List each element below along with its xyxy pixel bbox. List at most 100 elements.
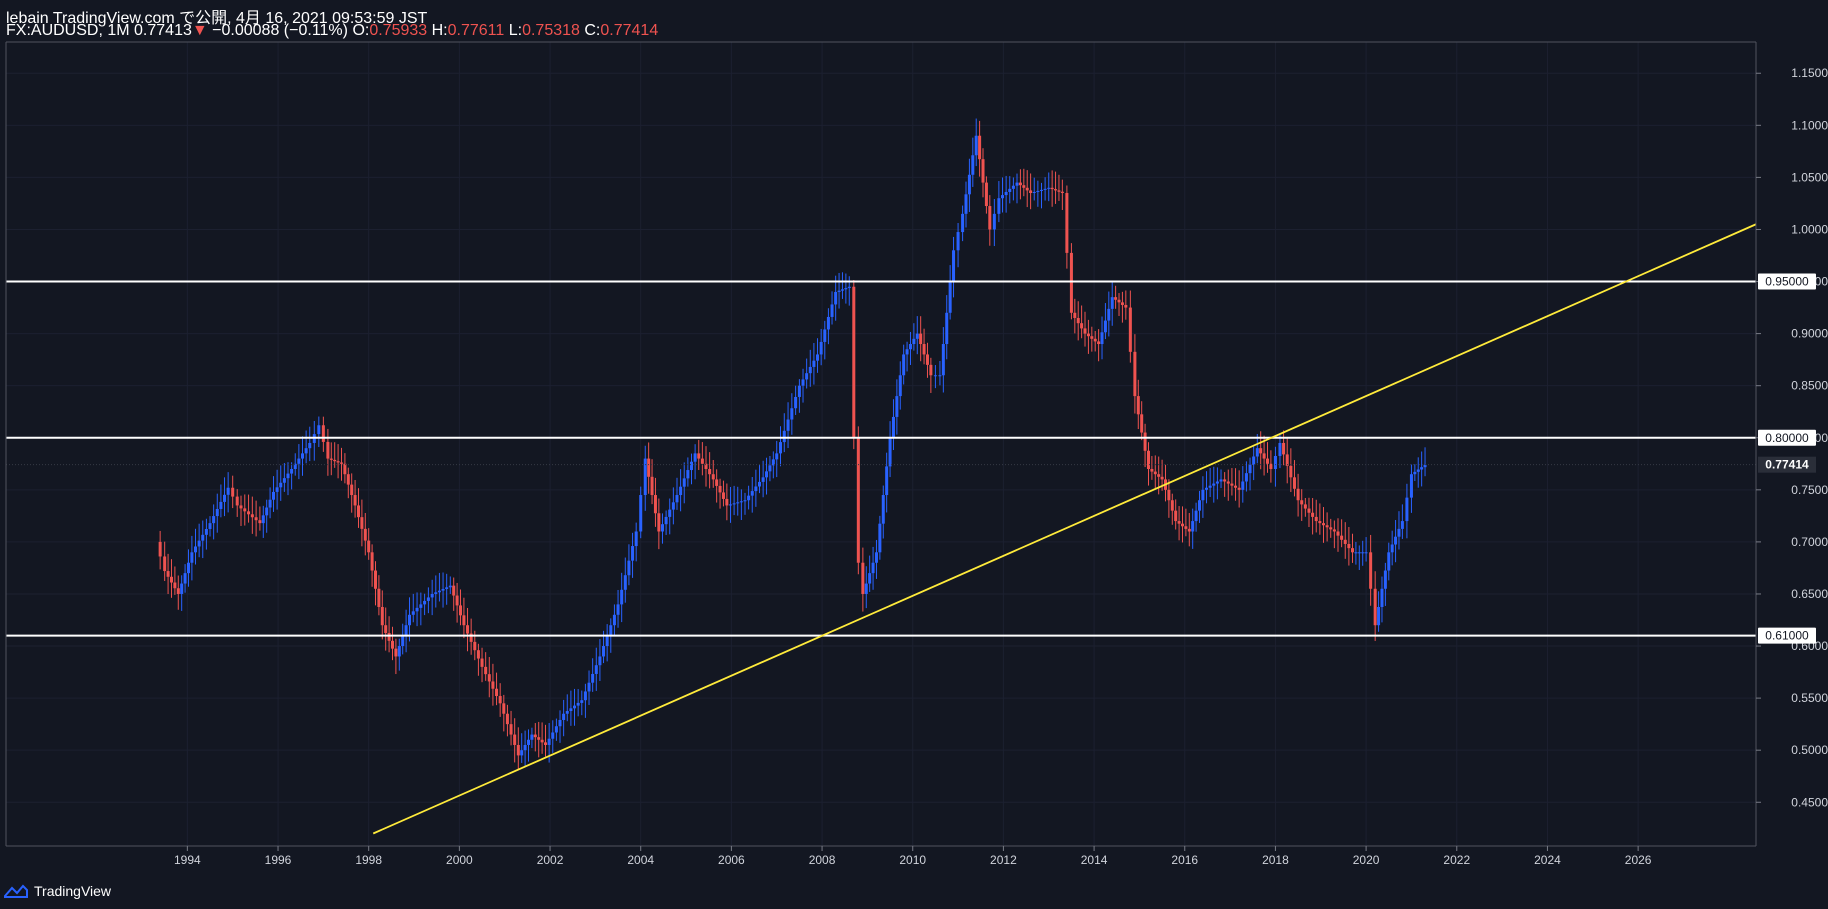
- candle-body: [664, 516, 668, 525]
- candle-body: [591, 673, 595, 683]
- candle-body: [988, 206, 992, 230]
- candle-body: [660, 524, 664, 532]
- candle-body: [902, 354, 906, 376]
- candle-body: [761, 477, 765, 482]
- candle-body: [526, 739, 531, 745]
- candle-body: [1025, 187, 1029, 191]
- candle-body: [426, 597, 430, 601]
- candle-body: [583, 691, 587, 701]
- candle-body: [1117, 299, 1121, 303]
- candle-body: [1300, 500, 1304, 505]
- candle-body: [992, 213, 996, 230]
- candle-body: [1069, 252, 1073, 313]
- candle-body: [1167, 489, 1171, 501]
- candle-body: [441, 588, 445, 591]
- candle-body: [1307, 508, 1311, 513]
- candle-body: [605, 635, 609, 647]
- candle-body: [693, 453, 697, 462]
- candle-body: [1191, 521, 1195, 532]
- candle-body: [336, 461, 340, 463]
- high-label: H:: [431, 22, 448, 39]
- change-arrow-icon: ▼: [191, 22, 208, 39]
- candle-body: [554, 726, 558, 733]
- candle-body: [247, 511, 251, 515]
- candle-body: [333, 459, 337, 462]
- candle-body: [448, 585, 452, 588]
- tradingview-branding[interactable]: TradingView: [4, 880, 111, 902]
- candle-body: [757, 481, 762, 487]
- candle-body: [520, 750, 524, 756]
- candle-body: [1039, 189, 1044, 191]
- candle-body: [765, 471, 769, 478]
- time-axis[interactable]: 1994 1996 1998 2000 2002 2004 2006 2008 2010 2012…: [174, 846, 1652, 867]
- last-price: 0.77413: [134, 22, 192, 39]
- candle-body: [1373, 588, 1377, 626]
- candle-body: [469, 633, 473, 642]
- candle-body: [881, 495, 885, 524]
- candle-body: [830, 304, 834, 317]
- candle-body: [484, 666, 488, 675]
- x-tick-label: 2012: [990, 853, 1017, 867]
- candle-body: [231, 487, 235, 497]
- x-tick-label: 1998: [355, 853, 382, 867]
- candle-body: [1201, 489, 1205, 501]
- candle-body: [360, 517, 364, 529]
- candle-body: [1120, 302, 1124, 305]
- candle-body: [952, 250, 956, 282]
- candle-body: [173, 582, 177, 589]
- level-label: 0.95000: [1765, 275, 1809, 289]
- candle-body: [1369, 552, 1373, 589]
- candle-body: [1140, 414, 1144, 433]
- candle-body: [197, 540, 201, 547]
- candle-body: [523, 744, 527, 751]
- candle-body: [686, 470, 690, 479]
- candle-body: [356, 505, 361, 518]
- candle-body: [634, 531, 638, 547]
- candle-body: [671, 502, 675, 510]
- candle-body: [587, 682, 591, 692]
- candle-body: [1054, 189, 1058, 191]
- candle-body: [682, 478, 686, 487]
- candle-body: [261, 515, 265, 524]
- candle-body: [1090, 336, 1094, 339]
- candle-body: [750, 491, 754, 496]
- x-tick-label: 2026: [1625, 853, 1652, 867]
- candle-body: [1060, 191, 1064, 194]
- candle-body: [679, 486, 683, 496]
- candle-body: [978, 135, 982, 160]
- candle-body: [1097, 341, 1101, 345]
- symbol-label[interactable]: FX:AUDUSD, 1M: [6, 22, 130, 39]
- candle-body: [801, 379, 805, 386]
- candle-body: [1282, 442, 1286, 455]
- candle-body: [1174, 510, 1178, 522]
- candle-body: [609, 625, 613, 636]
- trend-line[interactable]: [372, 223, 1757, 835]
- candle-body: [697, 453, 701, 459]
- candle-body: [186, 562, 190, 574]
- candle-body: [956, 232, 960, 251]
- candle-body: [844, 288, 848, 290]
- candle-body: [1223, 479, 1227, 482]
- close-value: 0.77414: [600, 22, 659, 39]
- candle-body: [445, 587, 449, 589]
- candle-body: [495, 688, 499, 697]
- candle-body: [961, 213, 965, 233]
- candle-body: [576, 702, 580, 706]
- candle-body: [941, 344, 945, 376]
- candle-body: [1244, 473, 1248, 482]
- candle-body: [948, 281, 952, 313]
- candle-body: [1187, 528, 1191, 532]
- current-price-label-box: [1758, 456, 1816, 473]
- candle-body: [543, 742, 548, 745]
- x-tick-label: 2010: [899, 853, 926, 867]
- candle-body: [1093, 338, 1097, 342]
- candle-body: [964, 194, 968, 214]
- candle-body: [974, 135, 978, 156]
- candle-body: [275, 487, 279, 492]
- candle-body: [163, 556, 167, 572]
- candle-body: [912, 338, 916, 345]
